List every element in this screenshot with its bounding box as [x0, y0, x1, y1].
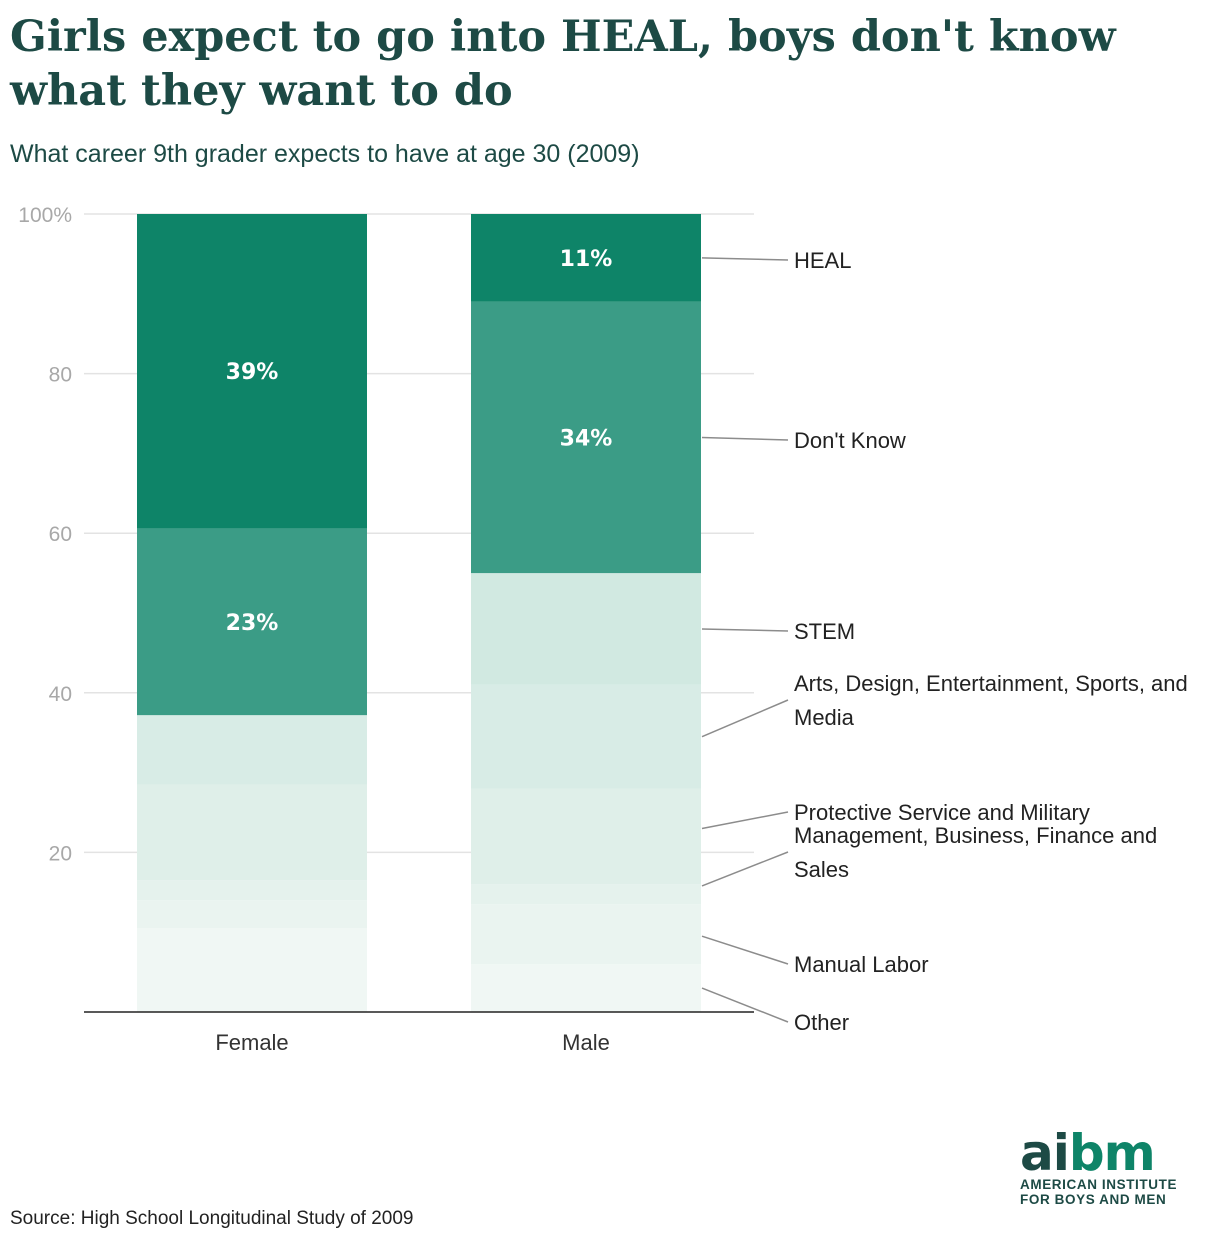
bar-segment [137, 214, 367, 529]
bar-segment [137, 784, 367, 881]
leader-line [701, 935, 789, 965]
bar-segment [137, 880, 367, 901]
axes: 20 40 60 80 100% Female Male [18, 204, 754, 1055]
x-tick-label: Female [215, 1030, 288, 1055]
leader-line [701, 699, 789, 738]
data-label: 34% [560, 426, 613, 451]
x-tick-label: Male [562, 1030, 610, 1055]
legend-labels: HEAL Don't Know STEM Arts, Design, Entertai… [701, 248, 1188, 1035]
legend-label: HEAL [794, 248, 851, 273]
segment-labels: 23% 39% 34% 11% [226, 247, 613, 636]
y-tick-label: 80 [49, 364, 72, 387]
data-label: 23% [226, 611, 279, 636]
bar-segment [471, 964, 701, 1012]
bar-segment [471, 788, 701, 885]
legend-label-line: Protective Service and Military [794, 800, 1090, 825]
leader-line [701, 436, 789, 441]
legend-label: Management, Business, Finance and Sales [794, 823, 1157, 882]
legend-label: STEM [794, 619, 855, 644]
y-tick-label: 100% [18, 204, 72, 227]
legend-label-line: Manual Labor [794, 952, 929, 977]
legend-label: Arts, Design, Entertainment, Sports, and… [794, 671, 1188, 730]
legend-label-line: Management, Business, Finance and [794, 823, 1157, 848]
legend-label-line: Media [794, 705, 855, 730]
logo-wordmark: aibm [1020, 1124, 1156, 1182]
bar-segment [471, 301, 701, 574]
bar-segment [471, 904, 701, 965]
bar-segment [137, 528, 367, 716]
bar-segment [471, 214, 701, 302]
legend-label-line: Other [794, 1010, 849, 1035]
legend-label-line: Sales [794, 857, 849, 882]
leader-line [701, 257, 789, 261]
bar-segment [137, 928, 367, 1012]
bar-segment [471, 884, 701, 905]
bar-segment [137, 900, 367, 929]
bar-segment [471, 573, 701, 685]
data-label: 11% [560, 247, 613, 272]
leader-line [701, 811, 789, 830]
leader-line [701, 851, 789, 887]
bar-segment [137, 715, 367, 785]
chart-subtitle: What career 9th grader expects to have a… [10, 140, 640, 168]
source-note: Source: High School Longitudinal Study o… [10, 1208, 414, 1229]
leader-line [701, 987, 789, 1023]
logo-line-2: FOR BOYS AND MEN [1020, 1192, 1167, 1207]
bar-segment [471, 684, 701, 789]
legend-label: Manual Labor [794, 952, 929, 977]
legend-label: Don't Know [794, 428, 906, 453]
leader-line [701, 628, 789, 632]
stacked-bar-chart: 23% 39% 34% 11% 20 40 60 80 100% Female Male HEAL… [18, 204, 1188, 1055]
legend-label: Protective Service and Military [794, 800, 1090, 825]
bar-segments [137, 214, 701, 1012]
legend-label-line: STEM [794, 619, 855, 644]
data-label: 39% [226, 360, 279, 385]
legend-label-line: Arts, Design, Entertainment, Sports, and [794, 671, 1188, 696]
y-tick-label: 60 [49, 523, 72, 546]
chart-title: Girls expect to go into HEAL, boys don't… [10, 12, 1116, 116]
legend-label: Other [794, 1010, 849, 1035]
legend-label-line: HEAL [794, 248, 851, 273]
aibm-logo: aibm AMERICAN INSTITUTE FOR BOYS AND MEN [1020, 1128, 1210, 1208]
logo-line-1: AMERICAN INSTITUTE [1020, 1177, 1178, 1192]
y-tick-label: 40 [49, 683, 72, 706]
y-tick-label: 20 [49, 842, 72, 865]
legend-label-line: Don't Know [794, 428, 906, 453]
